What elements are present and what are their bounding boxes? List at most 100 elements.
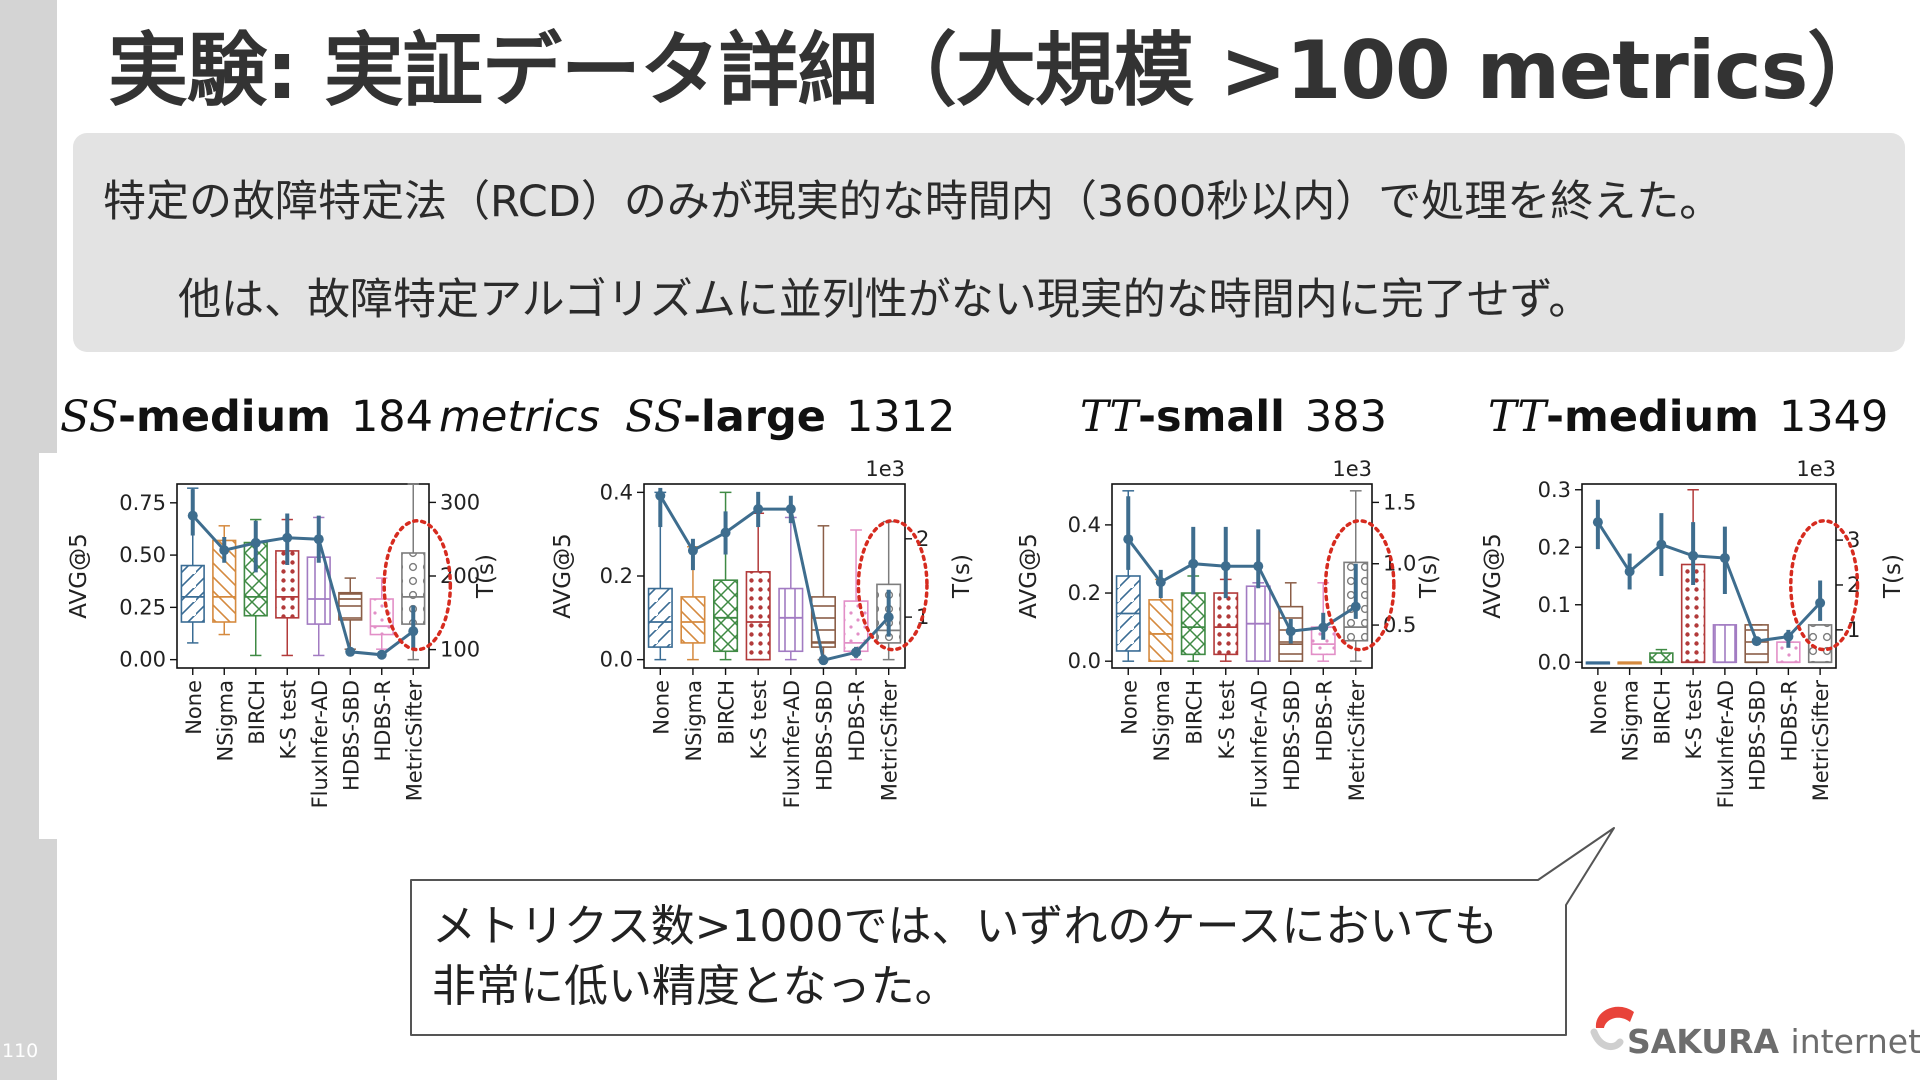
chart-4-xtick-label-5: HDBS-SBD bbox=[1746, 680, 1770, 791]
chart-title-2: SS-large 1312 bbox=[625, 392, 955, 442]
chart-title-3-suffix: -small bbox=[1138, 392, 1285, 442]
chart-title-3: TT-small 383 bbox=[1080, 392, 1387, 442]
callout-text: メトリクス数>1000では、いずれのケースにおいても 非常に低い精度となった。 bbox=[432, 897, 1498, 1017]
page-number: 110 bbox=[2, 1040, 39, 1062]
chart-2-xtick-label-2: BIRCH bbox=[715, 680, 739, 745]
chart-4-xtick-label-3: K-S test bbox=[1682, 680, 1706, 759]
chart-title-4-suffix: -medium bbox=[1546, 392, 1759, 442]
chart-1-time-point-0 bbox=[187, 510, 198, 521]
chart-2-box-1 bbox=[680, 596, 706, 644]
chart-1-time-point-2 bbox=[250, 537, 261, 548]
chart-3-ytick-label-0: 0.0 bbox=[1068, 649, 1101, 673]
chart-1-ytick-label-2: 0.50 bbox=[119, 543, 166, 567]
chart-title-4: TT-medium 1349 bbox=[1488, 392, 1888, 442]
chart-3-xtick-label-0: None bbox=[1117, 680, 1141, 735]
chart-4-xtick-label-6: HDBS-R bbox=[1777, 680, 1801, 762]
chart-2-y2-multiplier: 1e3 bbox=[865, 457, 905, 481]
chart-2-box-4 bbox=[778, 587, 804, 653]
chart-3-time-point-6 bbox=[1318, 622, 1329, 633]
chart-1-time-point-4 bbox=[313, 534, 324, 545]
chart-4-xtick-label-4: FluxInfer-AD bbox=[1714, 680, 1738, 808]
chart-1-box-0 bbox=[180, 564, 205, 623]
chart-title-1: SS-medium 184 metrics bbox=[60, 392, 600, 442]
chart-2-box-0 bbox=[647, 587, 673, 648]
chart-3-time-line bbox=[1127, 538, 1357, 633]
chart-3-time-point-4 bbox=[1253, 561, 1264, 572]
chart-2-xtick-label-7: MetricSifter bbox=[878, 680, 902, 802]
chart-3-time-point-7 bbox=[1350, 601, 1361, 612]
chart-2-xtick-label-6: HDBS-R bbox=[845, 680, 869, 762]
chart-2-box-3 bbox=[745, 571, 771, 661]
chart-title-1-unit: metrics bbox=[439, 392, 600, 442]
chart-4-ytick-label-0: 0.0 bbox=[1538, 650, 1571, 674]
chart-3-xtick-label-1: NSigma bbox=[1150, 680, 1174, 762]
chart-title-2-prefix: SS bbox=[625, 392, 684, 442]
chart-1-ytick-label-1: 0.25 bbox=[119, 595, 166, 619]
chart-4-time-point-4 bbox=[1719, 553, 1730, 564]
sakura-logo-icon bbox=[1590, 1006, 1634, 1051]
chart-1-highlight-ellipse bbox=[382, 519, 453, 652]
chart-4-ytick-label-3: 0.3 bbox=[1538, 478, 1571, 502]
chart-4-highlight-ellipse bbox=[1789, 519, 1860, 652]
chart-4-ytick-label-2: 0.2 bbox=[1538, 535, 1571, 559]
chart-2-xtick-label-1: NSigma bbox=[682, 680, 706, 762]
summary-line-1: 特定の故障特定法（RCD）のみが現実的な時間内（3600秒以内）で処理を終えた。 bbox=[103, 177, 1723, 227]
chart-3-ytick-label-1: 0.2 bbox=[1068, 581, 1101, 605]
logo-word-internet: internet bbox=[1790, 1022, 1920, 1061]
chart-4-time-point-7 bbox=[1815, 597, 1826, 608]
chart-2-ytick-label-1: 0.2 bbox=[600, 564, 633, 588]
chart-4-xtick-label-1: NSigma bbox=[1619, 680, 1643, 762]
chart-1-xtick-label-3: K-S test bbox=[276, 680, 300, 759]
chart-2-y2label: T(s) bbox=[949, 554, 975, 599]
chart-3-ytick-label-2: 0.4 bbox=[1068, 513, 1101, 537]
chart-1-time-point-7 bbox=[408, 626, 419, 637]
chart-4-y2label: T(s) bbox=[1880, 554, 1906, 599]
chart-1-xtick-label-2: BIRCH bbox=[245, 680, 269, 745]
chart-1-y2tick-label-2: 300 bbox=[440, 490, 480, 514]
chart-1-time-line bbox=[191, 514, 415, 657]
chart-3-ylabel: AVG@5 bbox=[1016, 533, 1042, 618]
chart-title-1-suffix: -medium bbox=[118, 392, 331, 442]
chart-1-y2label: T(s) bbox=[473, 554, 499, 599]
chart-4-frame bbox=[1581, 483, 1837, 669]
chart-4-time-point-5 bbox=[1751, 636, 1762, 647]
chart-2-highlight-ellipse bbox=[856, 519, 929, 652]
callout-line-2: 非常に低い精度となった。 bbox=[432, 961, 959, 1012]
chart-4-time-point-3 bbox=[1688, 550, 1699, 561]
chart-title-4-count: 1349 bbox=[1778, 392, 1889, 442]
chart-4-time-point-0 bbox=[1592, 517, 1603, 528]
chart-1-y2tick-label-0: 100 bbox=[440, 638, 480, 662]
chart-2-time-point-7 bbox=[883, 612, 894, 623]
left-bar-notch bbox=[39, 453, 57, 839]
chart-2-time-point-5 bbox=[818, 655, 829, 666]
chart-3-y2-multiplier: 1e3 bbox=[1332, 457, 1372, 481]
chart-3-time-point-2 bbox=[1188, 558, 1199, 569]
chart-2-time-point-4 bbox=[785, 504, 796, 515]
chart-3-xtick-label-6: HDBS-R bbox=[1312, 680, 1336, 762]
summary-box: 特定の故障特定法（RCD）のみが現実的な時間内（3600秒以内）で処理を終えた。… bbox=[73, 133, 1905, 352]
chart-3-y2tick-label-1: 1.0 bbox=[1383, 552, 1416, 576]
chart-1-ytick-label-0: 0.00 bbox=[119, 648, 166, 672]
chart-1-xtick-label-0: None bbox=[182, 680, 206, 735]
chart-2-xtick-label-3: K-S test bbox=[747, 680, 771, 759]
callout-line-1: メトリクス数>1000では、いずれのケースにおいても bbox=[432, 901, 1498, 952]
chart-3-frame bbox=[1111, 483, 1373, 669]
chart-1-xtick-label-7: MetricSifter bbox=[402, 680, 426, 802]
chart-4-time-point-6 bbox=[1783, 631, 1794, 642]
chart-1-time-point-6 bbox=[376, 649, 387, 660]
chart-2-time-point-0 bbox=[655, 490, 666, 501]
chart-3-time-point-1 bbox=[1155, 577, 1166, 588]
chart-1-y2tick-label-1: 200 bbox=[440, 564, 480, 588]
chart-2-xtick-label-5: HDBS-SBD bbox=[812, 680, 836, 791]
chart-1-xtick-label-6: HDBS-R bbox=[371, 680, 395, 762]
chart-4-ylabel: AVG@5 bbox=[1480, 533, 1506, 618]
chart-2-time-point-3 bbox=[753, 504, 764, 515]
chart-3-box-1 bbox=[1148, 599, 1174, 662]
chart-4-ytick-label-1: 0.1 bbox=[1538, 593, 1571, 617]
chart-4-y2-multiplier: 1e3 bbox=[1796, 457, 1836, 481]
chart-2-time-point-6 bbox=[851, 647, 862, 658]
chart-2-time-line bbox=[659, 494, 890, 663]
chart-1-time-point-1 bbox=[219, 545, 230, 556]
chart-3-time-point-0 bbox=[1123, 534, 1134, 545]
